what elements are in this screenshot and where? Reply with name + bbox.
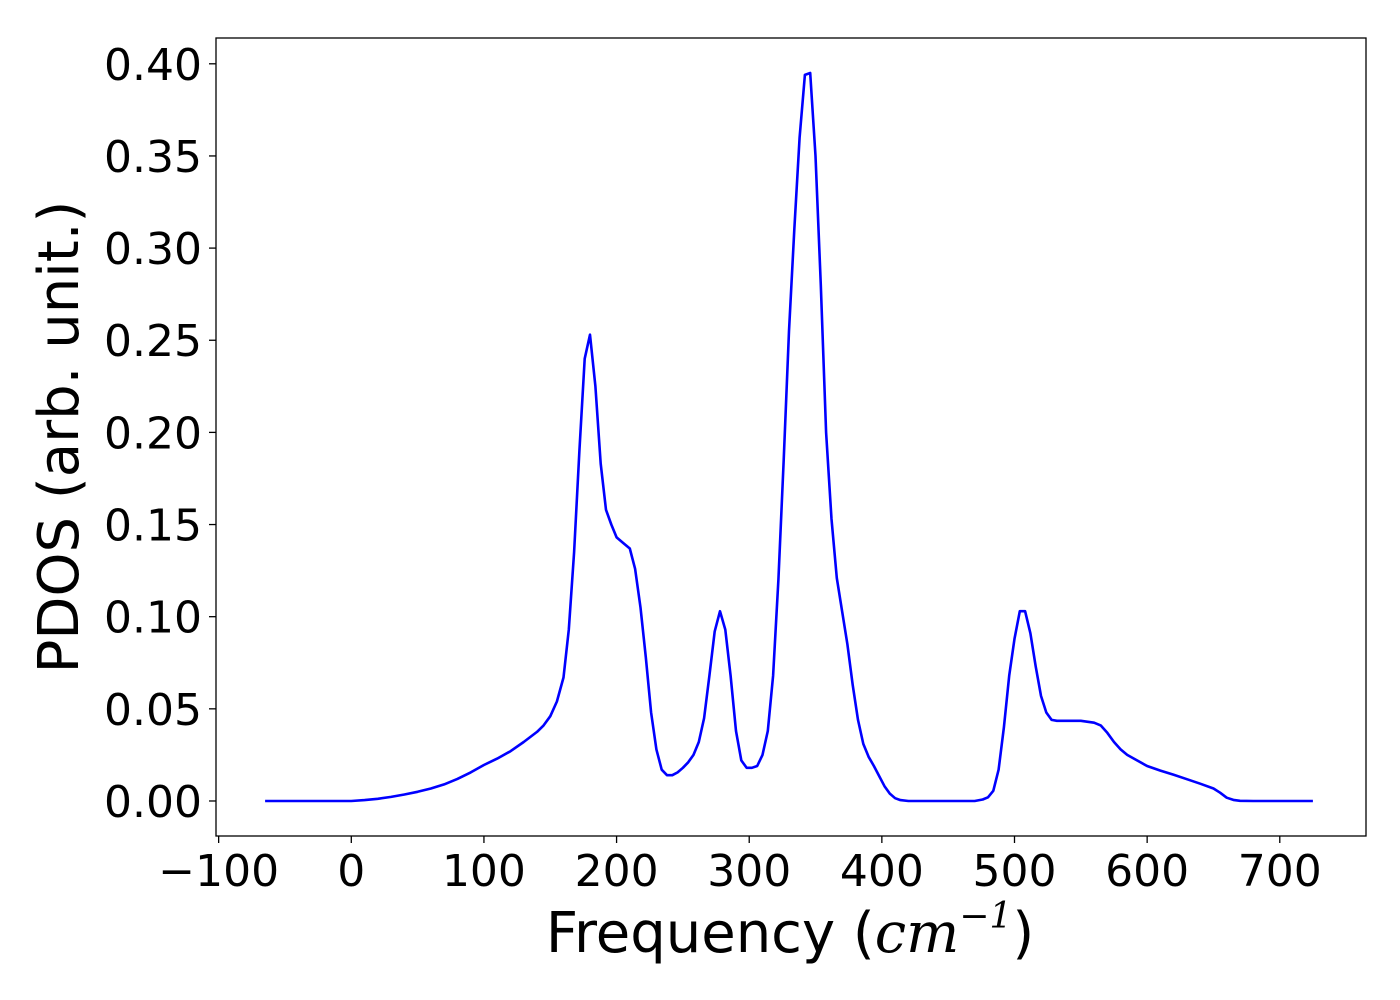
y-axis-title: PDOS (arb. unit.)	[27, 201, 92, 674]
x-tick-label: 200	[575, 846, 659, 897]
x-axis-title-math-base: cm	[875, 901, 959, 966]
plot-frame	[215, 37, 1367, 837]
x-tick-label: 100	[442, 846, 526, 897]
pdos-series-line	[265, 71, 1313, 803]
x-tick-label: 600	[1105, 846, 1189, 897]
x-tick-label: 0	[337, 846, 365, 897]
x-axis-title: Frequency (cm−1)	[546, 896, 1034, 966]
y-tick-label: 0.00	[104, 777, 202, 828]
x-tick-label: 300	[707, 846, 791, 897]
x-axis-title-math-exponent: −1	[959, 896, 1012, 937]
ticks-layer: −100 0 100 200 300 400 500 600 700 0.00 0.05 0.10 0.…	[104, 40, 1322, 897]
x-tick-label: −100	[158, 846, 279, 897]
x-axis-title-prefix: Frequency (	[546, 901, 875, 966]
y-tick-label: 0.35	[104, 132, 202, 183]
y-tick-label: 0.40	[104, 40, 202, 91]
x-tick-label: 500	[973, 846, 1057, 897]
y-tick-label: 0.20	[104, 408, 202, 459]
y-tick-label: 0.05	[104, 685, 202, 736]
y-tick-label: 0.15	[104, 501, 202, 552]
x-tick-label: 700	[1238, 846, 1322, 897]
series-layer	[265, 71, 1313, 803]
x-tick-label: 400	[840, 846, 924, 897]
y-tick-label: 0.25	[104, 316, 202, 367]
y-tick-label: 0.30	[104, 224, 202, 275]
x-axis-title-suffix: )	[1012, 901, 1034, 966]
y-tick-label: 0.10	[104, 593, 202, 644]
